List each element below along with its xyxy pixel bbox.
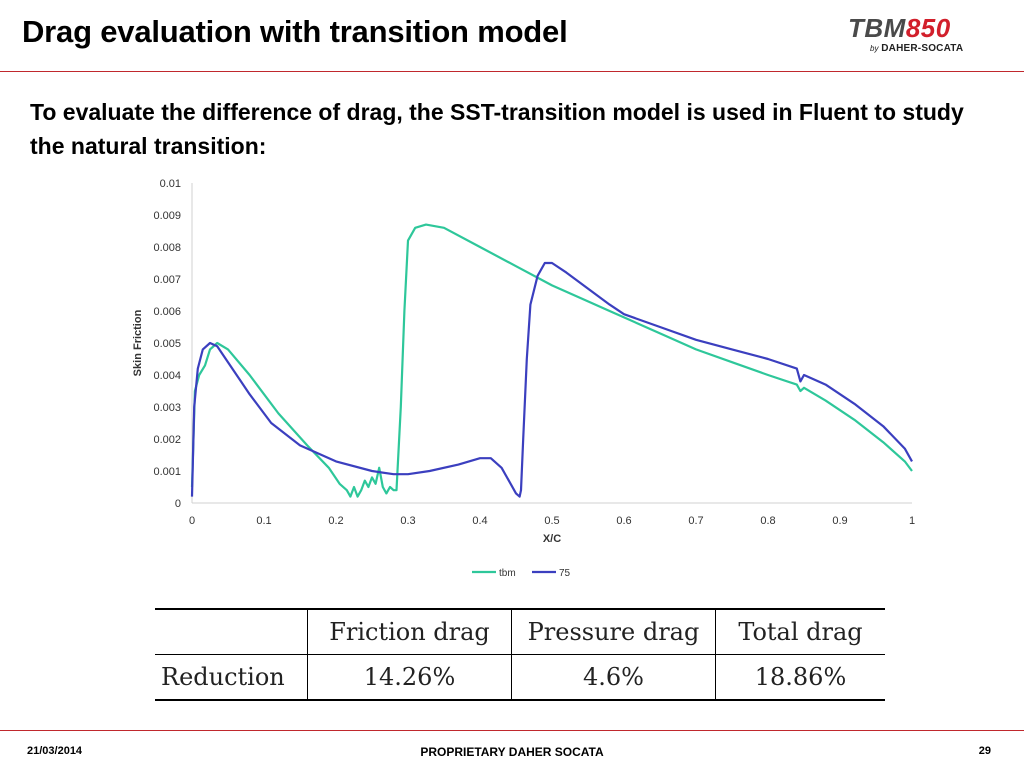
y-tick-label: 0.01 [160,178,181,190]
y-tick-label: 0.007 [153,274,181,286]
x-tick-label: 0.5 [544,515,559,527]
y-tick-label: 0.004 [153,370,181,382]
logo-by: by [870,44,879,53]
logo-number: 850 [905,13,951,43]
table-header-row: Friction drag Pressure drag Total drag [155,608,885,655]
cell-total-reduction: 18.86% [715,654,885,701]
intro-text: To evaluate the difference of drag, the … [30,99,964,159]
x-tick-label: 0.2 [328,515,343,527]
x-tick-label: 0.1 [256,515,271,527]
logo-subtitle: by DAHER-SOCATA [870,43,963,54]
skin-friction-chart: 0 0.001 0.002 0.003 0.004 0.005 0.006 0.007 0.00… [132,178,915,579]
footer-proprietary: PROPRIETARY DAHER SOCATA [420,745,604,759]
y-tick-label: 0.008 [153,242,181,254]
row-label-reduction: Reduction [155,654,308,701]
x-tick-label: 0.7 [688,515,703,527]
x-tick-label: 0.9 [832,515,847,527]
y-tick-label: 0.005 [153,338,181,350]
x-tick-label: 0 [189,515,195,527]
x-tick-label: 0.4 [472,515,487,527]
y-axis-label: Skin Friction [132,309,144,376]
x-tick-label: 0.8 [760,515,775,527]
drag-reduction-table: Friction drag Pressure drag Total drag R… [155,608,885,701]
y-axis-ticks: 0 0.001 0.002 0.003 0.004 0.005 0.006 0.007 0.00… [153,178,181,510]
y-tick-label: 0.009 [153,210,181,222]
slide-title: Drag evaluation with transition model [22,14,568,49]
x-tick-label: 0.6 [616,515,631,527]
tbm850-logo: TBM850 by DAHER-SOCATA [848,14,988,60]
header-cell-empty [155,608,308,655]
y-tick-label: 0.002 [153,434,181,446]
x-tick-label: 0.3 [400,515,415,527]
logo-wordmark: TBM850 [848,14,951,42]
cell-friction-reduction: 14.26% [307,654,512,701]
logo-brand: DAHER-SOCATA [881,43,964,54]
cell-pressure-reduction: 4.6% [511,654,716,701]
series-layer [190,223,913,498]
footer-divider [0,730,1024,731]
header-divider [0,71,1024,72]
table-row-reduction: Reduction 14.26% 4.6% 18.86% [155,654,885,701]
legend-label-75: 75 [559,568,571,579]
y-tick-label: 0 [175,498,181,510]
footer-date: 21/03/2014 [27,745,83,757]
y-tick-label: 0.001 [153,466,181,478]
logo-tbm: TBM [848,13,906,43]
page-number: 29 [978,745,991,757]
header-total-drag: Total drag [715,608,885,655]
legend-label-tbm: tbm [499,568,516,579]
x-axis-ticks: 0 0.1 0.2 0.3 0.4 0.5 0.6 0.7 0.8 0.9 1 [189,515,915,527]
y-tick-label: 0.003 [153,402,181,414]
series-line-tbm [190,223,913,498]
y-tick-label: 0.006 [153,306,181,318]
series-line-75 [190,261,913,498]
x-axis-label: X/C [543,533,561,545]
x-tick-label: 1 [909,515,915,527]
header-pressure-drag: Pressure drag [511,608,716,655]
chart-legend: tbm 75 [472,568,571,579]
header-friction-drag: Friction drag [307,608,512,655]
